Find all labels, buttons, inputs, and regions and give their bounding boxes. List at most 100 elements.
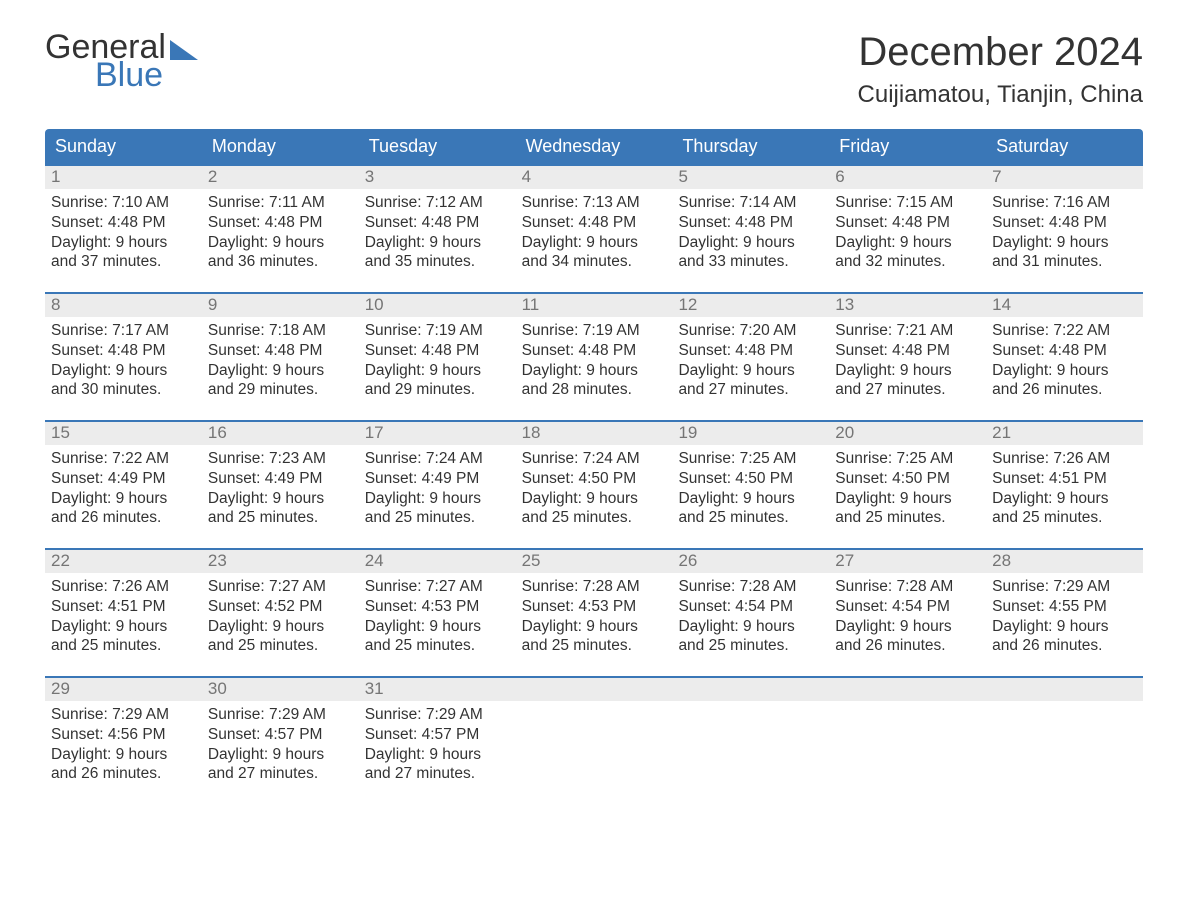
day-details: Sunrise: 7:22 AMSunset: 4:49 PMDaylight:… [45, 445, 202, 528]
day-details: Sunrise: 7:27 AMSunset: 4:53 PMDaylight:… [359, 573, 516, 656]
daylight-line: Daylight: 9 hours and 26 minutes. [992, 617, 1137, 657]
daylight-line: Daylight: 9 hours and 26 minutes. [992, 361, 1137, 401]
day-details: Sunrise: 7:29 AMSunset: 4:56 PMDaylight:… [45, 701, 202, 784]
day-details: Sunrise: 7:23 AMSunset: 4:49 PMDaylight:… [202, 445, 359, 528]
calendar-week: 22Sunrise: 7:26 AMSunset: 4:51 PMDayligh… [45, 548, 1143, 658]
day-number: 19 [672, 420, 829, 445]
sunrise-line: Sunrise: 7:28 AM [522, 577, 667, 597]
sunrise-line: Sunrise: 7:19 AM [522, 321, 667, 341]
daylight-line: Daylight: 9 hours and 36 minutes. [208, 233, 353, 273]
sunset-line: Sunset: 4:50 PM [678, 469, 823, 489]
weekday-header: Saturday [986, 129, 1143, 164]
calendar-day: 3Sunrise: 7:12 AMSunset: 4:48 PMDaylight… [359, 164, 516, 274]
location-subtitle: Cuijiamatou, Tianjin, China [858, 81, 1143, 109]
day-number: 26 [672, 548, 829, 573]
daylight-line: Daylight: 9 hours and 25 minutes. [522, 489, 667, 529]
calendar-day: 23Sunrise: 7:27 AMSunset: 4:52 PMDayligh… [202, 548, 359, 658]
daylight-line: Daylight: 9 hours and 25 minutes. [365, 489, 510, 529]
day-number: 24 [359, 548, 516, 573]
title-block: December 2024 Cuijiamatou, Tianjin, Chin… [858, 30, 1143, 109]
calendar-day: 2Sunrise: 7:11 AMSunset: 4:48 PMDaylight… [202, 164, 359, 274]
sunset-line: Sunset: 4:52 PM [208, 597, 353, 617]
sunrise-line: Sunrise: 7:27 AM [365, 577, 510, 597]
sunrise-line: Sunrise: 7:14 AM [678, 193, 823, 213]
day-details: Sunrise: 7:21 AMSunset: 4:48 PMDaylight:… [829, 317, 986, 400]
calendar-day: 9Sunrise: 7:18 AMSunset: 4:48 PMDaylight… [202, 292, 359, 402]
day-number: 3 [359, 164, 516, 189]
calendar-day: 17Sunrise: 7:24 AMSunset: 4:49 PMDayligh… [359, 420, 516, 530]
day-details: Sunrise: 7:14 AMSunset: 4:48 PMDaylight:… [672, 189, 829, 272]
daylight-line: Daylight: 9 hours and 27 minutes. [365, 745, 510, 785]
sunset-line: Sunset: 4:49 PM [51, 469, 196, 489]
sunset-line: Sunset: 4:54 PM [678, 597, 823, 617]
sunrise-line: Sunrise: 7:11 AM [208, 193, 353, 213]
day-number: 16 [202, 420, 359, 445]
sunset-line: Sunset: 4:51 PM [992, 469, 1137, 489]
sunset-line: Sunset: 4:48 PM [51, 341, 196, 361]
sunset-line: Sunset: 4:53 PM [365, 597, 510, 617]
daylight-line: Daylight: 9 hours and 25 minutes. [365, 617, 510, 657]
sunset-line: Sunset: 4:53 PM [522, 597, 667, 617]
calendar-body: 1Sunrise: 7:10 AMSunset: 4:48 PMDaylight… [45, 164, 1143, 786]
calendar-day: 1Sunrise: 7:10 AMSunset: 4:48 PMDaylight… [45, 164, 202, 274]
day-details: Sunrise: 7:27 AMSunset: 4:52 PMDaylight:… [202, 573, 359, 656]
day-number: 4 [516, 164, 673, 189]
day-number: 29 [45, 676, 202, 701]
day-details: Sunrise: 7:25 AMSunset: 4:50 PMDaylight:… [829, 445, 986, 528]
calendar-day: 21Sunrise: 7:26 AMSunset: 4:51 PMDayligh… [986, 420, 1143, 530]
sunrise-line: Sunrise: 7:29 AM [208, 705, 353, 725]
day-details: Sunrise: 7:18 AMSunset: 4:48 PMDaylight:… [202, 317, 359, 400]
day-details: Sunrise: 7:24 AMSunset: 4:50 PMDaylight:… [516, 445, 673, 528]
calendar-day: 7Sunrise: 7:16 AMSunset: 4:48 PMDaylight… [986, 164, 1143, 274]
day-number: . [986, 676, 1143, 701]
day-number: 31 [359, 676, 516, 701]
day-details: Sunrise: 7:17 AMSunset: 4:48 PMDaylight:… [45, 317, 202, 400]
day-details: Sunrise: 7:28 AMSunset: 4:54 PMDaylight:… [672, 573, 829, 656]
daylight-line: Daylight: 9 hours and 27 minutes. [835, 361, 980, 401]
day-number: 27 [829, 548, 986, 573]
day-details: Sunrise: 7:26 AMSunset: 4:51 PMDaylight:… [986, 445, 1143, 528]
sunset-line: Sunset: 4:51 PM [51, 597, 196, 617]
day-number: 25 [516, 548, 673, 573]
sunrise-line: Sunrise: 7:23 AM [208, 449, 353, 469]
calendar-day: . [516, 676, 673, 786]
calendar-day: 24Sunrise: 7:27 AMSunset: 4:53 PMDayligh… [359, 548, 516, 658]
daylight-line: Daylight: 9 hours and 25 minutes. [678, 617, 823, 657]
day-number: 17 [359, 420, 516, 445]
day-number: 14 [986, 292, 1143, 317]
daylight-line: Daylight: 9 hours and 25 minutes. [208, 617, 353, 657]
day-number: 21 [986, 420, 1143, 445]
calendar: SundayMondayTuesdayWednesdayThursdayFrid… [45, 129, 1143, 786]
day-number: 13 [829, 292, 986, 317]
daylight-line: Daylight: 9 hours and 35 minutes. [365, 233, 510, 273]
day-number: 10 [359, 292, 516, 317]
brand-part2: Blue [95, 58, 198, 92]
daylight-line: Daylight: 9 hours and 30 minutes. [51, 361, 196, 401]
weekday-header: Wednesday [516, 129, 673, 164]
daylight-line: Daylight: 9 hours and 32 minutes. [835, 233, 980, 273]
day-number: 30 [202, 676, 359, 701]
daylight-line: Daylight: 9 hours and 26 minutes. [51, 745, 196, 785]
day-number: 8 [45, 292, 202, 317]
sunset-line: Sunset: 4:48 PM [208, 213, 353, 233]
sunrise-line: Sunrise: 7:15 AM [835, 193, 980, 213]
daylight-line: Daylight: 9 hours and 29 minutes. [365, 361, 510, 401]
sunset-line: Sunset: 4:48 PM [365, 213, 510, 233]
day-details: Sunrise: 7:15 AMSunset: 4:48 PMDaylight:… [829, 189, 986, 272]
day-number: 5 [672, 164, 829, 189]
sunrise-line: Sunrise: 7:27 AM [208, 577, 353, 597]
brand-logo: General Blue [45, 30, 198, 92]
sunrise-line: Sunrise: 7:28 AM [678, 577, 823, 597]
sunrise-line: Sunrise: 7:21 AM [835, 321, 980, 341]
sunset-line: Sunset: 4:48 PM [678, 213, 823, 233]
sunset-line: Sunset: 4:48 PM [208, 341, 353, 361]
day-number: 28 [986, 548, 1143, 573]
weekday-header: Friday [829, 129, 986, 164]
calendar-day: 16Sunrise: 7:23 AMSunset: 4:49 PMDayligh… [202, 420, 359, 530]
daylight-line: Daylight: 9 hours and 25 minutes. [522, 617, 667, 657]
calendar-day: 26Sunrise: 7:28 AMSunset: 4:54 PMDayligh… [672, 548, 829, 658]
daylight-line: Daylight: 9 hours and 25 minutes. [208, 489, 353, 529]
day-number: . [829, 676, 986, 701]
calendar-day: 10Sunrise: 7:19 AMSunset: 4:48 PMDayligh… [359, 292, 516, 402]
day-number: 6 [829, 164, 986, 189]
